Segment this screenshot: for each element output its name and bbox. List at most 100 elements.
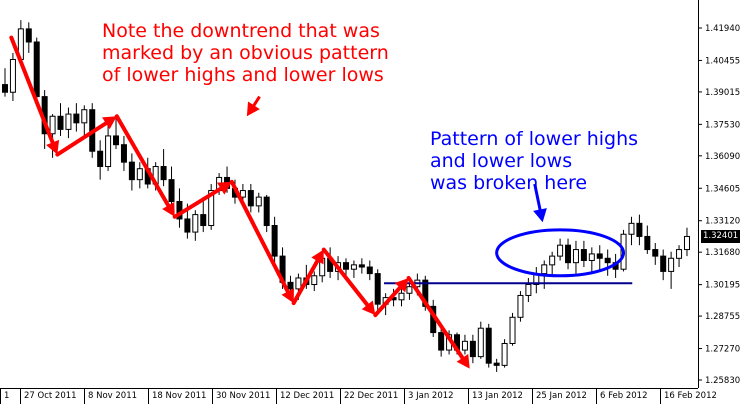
candle-body (97, 150, 104, 168)
candle-body (572, 249, 579, 264)
candle-body (557, 244, 564, 257)
downtrend-arrow (291, 255, 322, 306)
candle-body (168, 179, 175, 202)
last-price-label: 1.32401 (701, 230, 740, 243)
y-tick-label: 1.40455 (705, 56, 740, 66)
candle-body (636, 222, 643, 237)
candle-body (422, 279, 429, 307)
candle-body (311, 275, 318, 286)
candle-body (271, 225, 278, 257)
candle-body (105, 135, 112, 168)
y-tick-label: 1.41940 (705, 24, 740, 34)
candle-body (65, 113, 72, 130)
x-tick-label: 18 Nov 2011 (152, 391, 206, 401)
downtrend-arrowhead (394, 277, 409, 293)
y-tick-label: 1.39015 (705, 88, 740, 98)
x-tick-label: 3 Jan 2012 (408, 391, 454, 401)
annotation-line: of lower highs and lower lows (102, 64, 384, 86)
downtrend-arrow (373, 282, 405, 318)
candle-body (160, 166, 167, 181)
candle-body (438, 332, 445, 351)
candle-body (128, 161, 135, 181)
y-tick-label: 1.37530 (705, 120, 740, 130)
candle-body (485, 327, 492, 364)
downtrend-arrow (172, 184, 227, 219)
candle-body (525, 284, 532, 296)
annotation-line: was broken here (430, 172, 588, 194)
downtrend-arrowhead (311, 249, 324, 265)
x-tick-label: 12 Dec 2011 (280, 391, 334, 401)
candle-body (644, 235, 651, 251)
candle-body (461, 340, 468, 351)
x-tick-label: 8 Nov 2011 (88, 391, 137, 401)
candle-body (247, 190, 254, 207)
candle-body (683, 235, 690, 251)
candle-body (580, 249, 587, 261)
y-tick-label: 1.36090 (705, 152, 740, 162)
annotation-line: and lower lows (430, 150, 573, 172)
downtrend-arrowhead (162, 202, 175, 217)
candle-body (263, 196, 270, 227)
downtrend-arrow (229, 179, 292, 298)
chart-overlays (9, 35, 633, 369)
y-axis-ticks: 1.41940 1.40455 1.39015 1.37530 1.36090 1.346… (698, 24, 740, 386)
candle-body (517, 294, 524, 318)
downtrend-arrowhead (102, 116, 117, 130)
downtrend-arrowhead (281, 288, 294, 304)
x-tick-label: 6 Feb 2012 (600, 391, 648, 401)
downtrend-arrowhead (46, 139, 60, 155)
y-tick-label: 1.25830 (705, 376, 740, 386)
candle-body (565, 244, 572, 264)
downtrend-arrowhead (456, 353, 470, 369)
breakout-arrow (533, 183, 543, 215)
candle-body (136, 168, 143, 181)
y-tick-label: 1.33120 (705, 217, 740, 227)
x-tick-label: 16 Feb 2012 (664, 391, 717, 401)
candle-body (2, 84, 8, 93)
downtrend-arrow (406, 275, 467, 364)
breakout-ellipse (495, 228, 626, 278)
candle-body (25, 28, 32, 43)
candle-body (192, 214, 199, 233)
candle-body (9, 58, 16, 93)
candle-body (374, 273, 381, 305)
downtrend-arrow (9, 35, 57, 149)
candle-body (350, 264, 357, 270)
candle-body (588, 253, 595, 261)
x-tick-label: 22 Dec 2011 (344, 391, 398, 401)
x-tick-label: 27 Oct 2011 (24, 391, 77, 401)
candle-body (295, 277, 302, 290)
y-tick-label: 1.34605 (705, 184, 740, 194)
annotation-line: marked by an obvious pattern (102, 42, 389, 64)
x-axis-ticks: 1 27 Oct 2011 8 Nov 2011 18 Nov 2011 30 Nov … (0, 388, 717, 404)
candle-body (287, 281, 294, 290)
downtrend-arrow (321, 247, 372, 311)
candle-body (208, 190, 215, 227)
candle-body (493, 362, 500, 366)
x-tick-label: 25 Jan 2012 (536, 391, 587, 401)
annotation-line: Note the downtrend that was (102, 20, 380, 42)
candle-body (120, 144, 127, 163)
candle-body (596, 253, 603, 259)
pattern-broken-annotation: Pattern of lower highs and lower lows wa… (430, 128, 638, 194)
candle-body (652, 249, 659, 257)
candle-body (398, 292, 405, 301)
candle-body (239, 190, 246, 198)
candle-body (200, 214, 207, 227)
breakout-arrowhead (533, 208, 547, 223)
x-tick-label: 13 Jan 2012 (472, 391, 523, 401)
candle-body (33, 41, 40, 98)
candle-body (342, 262, 349, 270)
y-tick-label: 1.28755 (705, 312, 740, 322)
candle-body (406, 286, 413, 294)
candle-body (81, 109, 88, 124)
candle-body (509, 316, 516, 345)
candle-body (676, 249, 683, 259)
candle-body (184, 218, 191, 233)
y-tick-label: 1.27270 (705, 345, 740, 355)
candle-body (477, 327, 484, 358)
candle-body (255, 196, 262, 207)
downtrend-arrow (55, 119, 112, 157)
annotation-line: Pattern of lower highs (430, 128, 639, 150)
